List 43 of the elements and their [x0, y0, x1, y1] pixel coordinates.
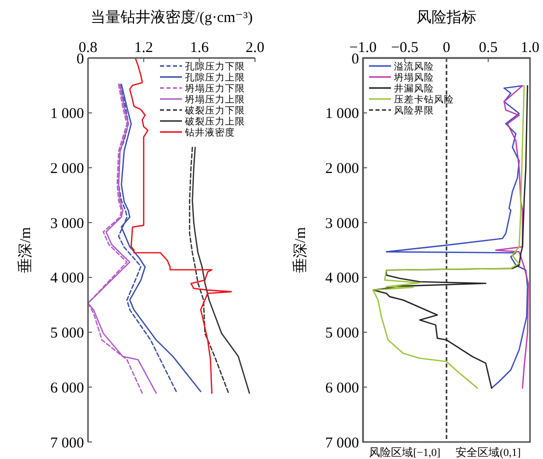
y-tick-label: 0: [352, 51, 359, 68]
legend-label: 破裂压力上限: [184, 115, 245, 128]
line-series: [192, 146, 250, 394]
x-tick-label: 2.0: [246, 40, 264, 56]
y-tick-label: 5 000: [325, 326, 359, 342]
y-tick-label: 5 000: [50, 326, 84, 342]
y-tick-label: 2 000: [50, 160, 84, 177]
legend-label: 溢流风险: [394, 60, 434, 72]
y-tick-label: 1 000: [50, 106, 84, 122]
legend-label: 井漏风险: [394, 82, 434, 94]
y-tick-label: 3 000: [50, 216, 84, 232]
y-tick-label: 2 000: [325, 160, 359, 177]
x-tick-label: 1.0: [520, 40, 540, 56]
y-tick-label: 3 000: [325, 216, 359, 232]
y-axis-title: 垂深/m: [292, 226, 309, 273]
legend-label: 压差卡钻风险: [394, 93, 454, 106]
y-tick-label: 6 000: [325, 380, 359, 396]
y-tick-label: 7 000: [50, 435, 84, 452]
y-tick-label: 4 000: [325, 270, 359, 287]
legend-label: 孔隙压力上限: [185, 71, 245, 84]
text: 风险区域[−1,0]: [369, 446, 440, 459]
legend-label: 坍塌压力上限: [184, 93, 245, 106]
ref-line-label: 风险界限: [394, 104, 434, 116]
y-tick-label: 7 000: [325, 435, 359, 452]
legend-label: 坍塌风险: [393, 71, 434, 84]
legend-label: 孔隙压力下限: [185, 60, 245, 72]
x-tick-label: 1.2: [134, 40, 154, 56]
x-tick-label: 1.6: [190, 40, 210, 56]
y-tick-label: 6 000: [50, 380, 84, 396]
x-tick-label: −0.5: [391, 40, 418, 56]
line-series: [495, 85, 529, 389]
y-tick-label: 1 000: [325, 106, 359, 122]
y-tick-label: 4 000: [50, 270, 84, 287]
x-tick-label: 0: [442, 40, 450, 56]
text: 安全区域(0,1]: [456, 446, 521, 459]
y-tick-label: 0: [76, 51, 84, 68]
legend-label: 坍塌压力下限: [184, 82, 245, 94]
x-axis-title: 当量钻井液密度/(g·cm⁻³): [90, 9, 253, 26]
legend-label: 钻井液密度: [184, 126, 235, 138]
legend-label: 破裂压力下限: [184, 104, 245, 116]
x-tick-label: 0.5: [478, 40, 498, 56]
x-axis-title: 风险指标: [416, 9, 476, 26]
y-axis-title: 垂深/m: [17, 226, 34, 273]
